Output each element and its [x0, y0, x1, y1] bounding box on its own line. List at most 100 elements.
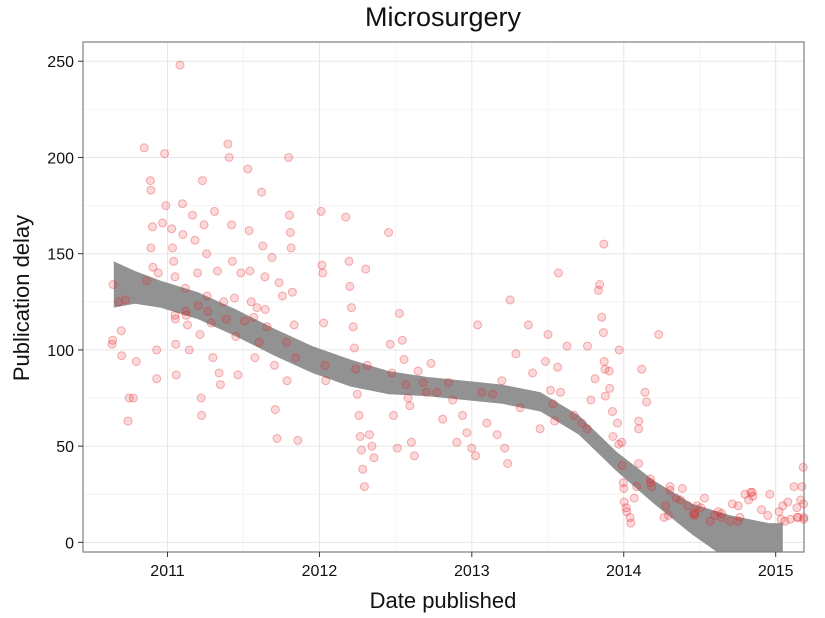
data-point [243, 164, 253, 174]
data-point [190, 235, 200, 245]
data-point [214, 368, 224, 378]
data-point [236, 268, 246, 278]
data-point [206, 318, 216, 328]
data-point [438, 414, 448, 424]
data-point [597, 312, 607, 322]
data-point [108, 335, 118, 345]
data-point [178, 230, 188, 239]
smooth-layer [113, 261, 783, 552]
data-point [492, 430, 502, 440]
data-point [692, 501, 702, 511]
data-point [505, 295, 515, 305]
data-point [661, 501, 671, 511]
data-point [289, 320, 299, 330]
data-point [145, 176, 155, 186]
data-point [355, 432, 365, 441]
data-point [183, 320, 192, 330]
data-point [320, 360, 330, 370]
points-layer [107, 60, 809, 528]
data-point [161, 201, 171, 211]
data-point [458, 410, 468, 420]
data-point [107, 339, 117, 349]
data-point [780, 516, 790, 526]
smooth-confidence-band [113, 261, 783, 552]
data-point [675, 495, 685, 505]
data-point [792, 512, 802, 522]
x-tick-label: 2011 [150, 563, 185, 580]
data-point [488, 389, 498, 399]
data-point [548, 399, 558, 409]
data-point [270, 360, 279, 370]
data-point [577, 418, 587, 428]
data-point [744, 495, 754, 505]
data-point [546, 385, 555, 395]
data-point [203, 306, 213, 316]
data-point [250, 353, 260, 363]
data-point [181, 306, 191, 316]
data-point [349, 343, 359, 353]
x-tick-label: 2012 [302, 563, 338, 580]
data-point [748, 491, 758, 501]
data-point [397, 335, 407, 345]
data-point [622, 507, 632, 517]
data-point [482, 418, 492, 428]
data-point [654, 330, 664, 339]
data-point [193, 301, 203, 311]
data-point [282, 376, 292, 386]
data-point [287, 287, 297, 297]
data-point [452, 437, 462, 447]
data-point [181, 310, 191, 320]
data-point [277, 291, 287, 301]
data-point [171, 339, 181, 349]
data-point [171, 370, 181, 380]
data-point [798, 462, 808, 472]
data-point [550, 416, 560, 426]
data-point [108, 280, 118, 289]
data-point [528, 368, 538, 378]
data-point [293, 435, 303, 445]
data-point [148, 262, 158, 272]
data-point [634, 459, 644, 468]
data-point [797, 482, 807, 492]
data-point [270, 405, 280, 415]
data-point [503, 459, 513, 468]
data-point [260, 305, 270, 314]
data-point [285, 210, 294, 220]
data-point [348, 322, 358, 332]
data-point [345, 281, 355, 291]
data-point [637, 364, 647, 374]
data-point [170, 310, 180, 320]
data-point [195, 330, 205, 339]
data-point [169, 256, 179, 266]
data-point [197, 410, 207, 420]
data-point [467, 443, 477, 453]
data-point [677, 484, 687, 493]
data-point [260, 272, 270, 282]
data-point [409, 451, 419, 461]
data-point [725, 516, 735, 526]
data-point [153, 268, 163, 278]
y-tick-label: 200 [47, 150, 74, 167]
data-point [245, 266, 255, 276]
data-point [593, 285, 603, 295]
data-point [778, 501, 788, 511]
data-point [604, 366, 614, 376]
data-point [471, 451, 481, 461]
data-point [632, 482, 642, 492]
data-point [690, 510, 699, 520]
data-point [244, 226, 254, 236]
data-point [121, 295, 130, 305]
data-point [392, 443, 402, 453]
data-point [785, 514, 795, 524]
data-point [405, 401, 415, 411]
data-point [746, 487, 756, 497]
data-point [713, 507, 723, 517]
data-point [511, 349, 521, 359]
y-axis: 0 50 100 150 200 250 [47, 54, 83, 552]
data-point [167, 224, 177, 234]
data-point [600, 364, 610, 374]
data-point [215, 380, 225, 390]
data-point [148, 222, 157, 232]
data-point [274, 278, 284, 288]
data-point [152, 374, 162, 384]
